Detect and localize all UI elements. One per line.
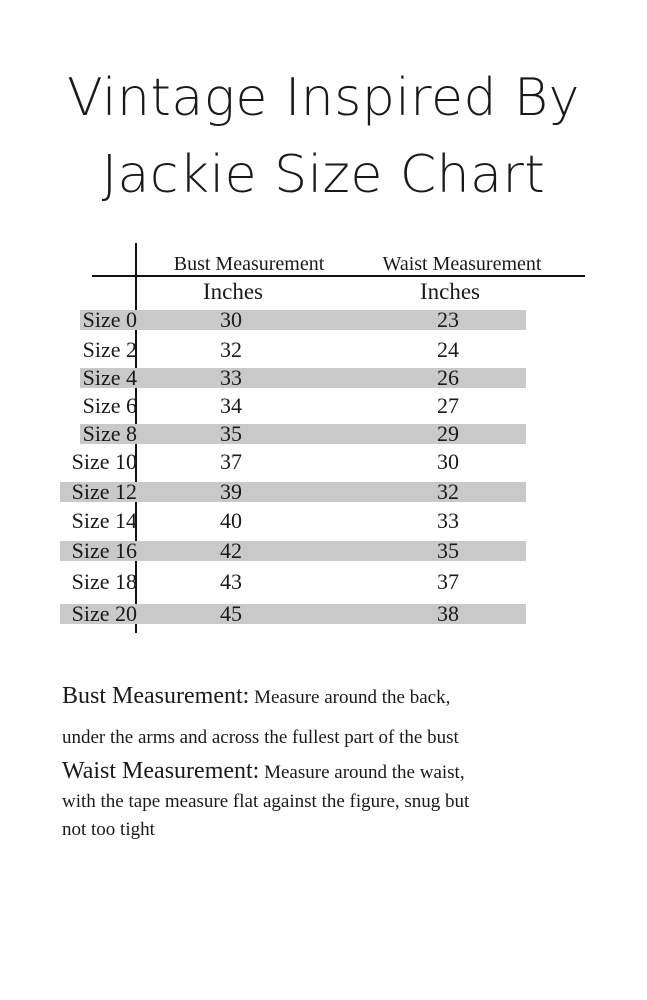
bust-note-label: Bust Measurement: xyxy=(62,683,250,709)
size-label: Size 14 xyxy=(71,508,137,533)
waist-value: 30 xyxy=(437,449,459,474)
row-shading xyxy=(60,482,526,502)
waist-value: 26 xyxy=(437,365,459,390)
bust-value: 34 xyxy=(220,393,242,418)
size-label: Size 4 xyxy=(82,365,137,390)
waist-value: 38 xyxy=(437,601,459,626)
waist-value: 24 xyxy=(437,337,459,362)
title-line-2: Jackie Size Chart xyxy=(101,145,546,205)
bust-value: 40 xyxy=(220,508,242,533)
bust-value: 45 xyxy=(220,601,242,626)
waist-note-text: Measure around the waist, xyxy=(264,762,465,783)
waist-note-line-3: not too tight xyxy=(62,819,155,840)
size-label: Size 16 xyxy=(71,538,137,563)
bust-note-line-1: Bust Measurement: Measure around the bac… xyxy=(62,683,450,710)
size-label: Size 8 xyxy=(82,421,137,446)
bust-value: 42 xyxy=(220,538,242,563)
waist-value: 35 xyxy=(437,538,459,563)
size-label: Size 0 xyxy=(82,307,137,332)
waist-note-line-1: Waist Measurement: Measure around the wa… xyxy=(62,758,465,785)
row-shading xyxy=(80,424,526,444)
waist-note-label: Waist Measurement: xyxy=(62,758,260,784)
unit-waist: Inches xyxy=(419,279,481,304)
size-label: Size 20 xyxy=(71,601,137,626)
waist-value: 32 xyxy=(437,479,459,504)
waist-note-line-2: with the tape measure flat against the f… xyxy=(62,791,470,812)
bust-value: 35 xyxy=(220,421,242,446)
size-label: Size 10 xyxy=(71,449,137,474)
table-horizontal-rule xyxy=(92,275,585,277)
size-label: Size 18 xyxy=(71,569,137,594)
bust-value: 39 xyxy=(220,479,242,504)
bust-value: 43 xyxy=(220,569,242,594)
waist-value: 29 xyxy=(437,421,459,446)
unit-bust: Inches xyxy=(202,279,264,304)
row-shading xyxy=(60,604,526,624)
bust-value: 30 xyxy=(220,307,242,332)
bust-value: 37 xyxy=(220,449,242,474)
bust-note-text: Measure around the back, xyxy=(254,687,451,708)
row-shading xyxy=(80,310,526,330)
waist-value: 33 xyxy=(437,508,459,533)
bust-value: 32 xyxy=(220,337,242,362)
size-label: Size 12 xyxy=(71,479,137,504)
bust-note-line-2: under the arms and across the fullest pa… xyxy=(62,727,459,748)
header-bust: Bust Measurement xyxy=(173,253,325,275)
header-waist: Waist Measurement xyxy=(382,253,542,275)
waist-value: 37 xyxy=(437,569,459,594)
row-shading xyxy=(80,368,526,388)
size-label: Size 2 xyxy=(82,337,137,362)
bust-value: 33 xyxy=(220,365,242,390)
size-label: Size 6 xyxy=(82,393,137,418)
row-shading xyxy=(60,541,526,561)
waist-value: 23 xyxy=(437,307,459,332)
title-line-1: Vintage Inspired By xyxy=(67,68,580,128)
waist-value: 27 xyxy=(437,393,459,418)
